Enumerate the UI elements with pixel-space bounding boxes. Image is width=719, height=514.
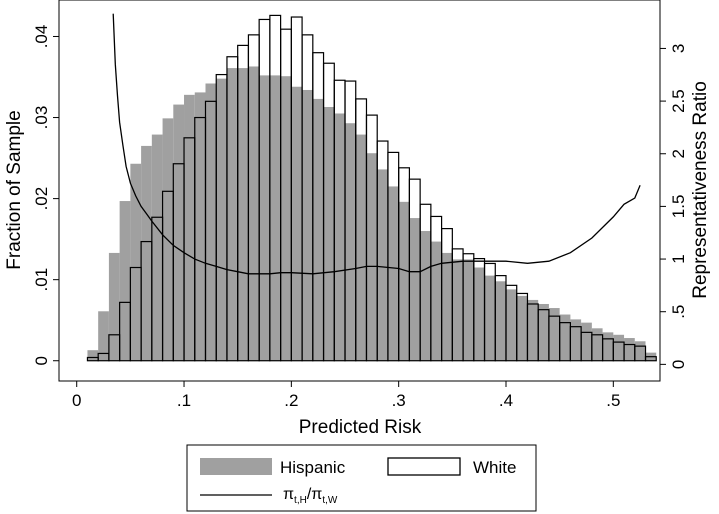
- white-bars: [86, 14, 657, 362]
- bar-hispanic: [495, 281, 506, 361]
- representativeness-ratio-line: [112, 13, 641, 275]
- bar-hispanic: [216, 78, 227, 361]
- x-axis-ticks: 0 .1 .2 .3 .4 .5: [72, 381, 620, 410]
- bar-hispanic: [87, 350, 99, 361]
- bar-white: [644, 356, 657, 362]
- bar-hispanic: [527, 299, 539, 361]
- right-tick-label: 0: [669, 360, 688, 369]
- bar-hispanic: [398, 201, 410, 361]
- bar-hispanic: [484, 275, 496, 361]
- bar-hispanic: [505, 289, 517, 361]
- bar-hispanic: [141, 145, 152, 361]
- legend-label-hispanic: Hispanic: [280, 458, 346, 477]
- bar-hispanic: [173, 104, 185, 361]
- y-tick-label: .03: [32, 106, 51, 130]
- legend-label-white: White: [473, 458, 516, 477]
- bar-hispanic: [345, 123, 356, 361]
- bar-hispanic: [430, 241, 442, 361]
- bar-hispanic: [194, 92, 206, 361]
- right-tick-label: 1: [669, 254, 688, 263]
- bar-hispanic: [387, 186, 399, 361]
- bar-hispanic: [420, 231, 431, 361]
- bar-hispanic: [613, 334, 625, 361]
- x-tick-label: .2: [284, 391, 298, 410]
- bar-hispanic: [516, 295, 528, 361]
- bar-hispanic: [108, 252, 120, 361]
- bar-hispanic: [409, 218, 421, 361]
- bar-hispanic: [624, 338, 635, 361]
- bar-hispanic: [312, 98, 324, 361]
- bar-hispanic: [366, 153, 378, 361]
- bar-hispanic: [473, 267, 485, 361]
- bar-hispanic: [226, 68, 238, 361]
- x-tick-label: .3: [392, 391, 406, 410]
- bar-hispanic: [591, 328, 603, 361]
- right-tick-label: .5: [669, 305, 688, 319]
- bar-hispanic: [248, 66, 260, 361]
- bar-hispanic: [377, 169, 388, 361]
- legend-box: [186, 444, 537, 512]
- x-tick-label: .4: [499, 391, 513, 410]
- bar-hispanic: [280, 76, 292, 361]
- bar-hispanic: [441, 252, 453, 361]
- x-axis-label: Predicted Risk: [299, 417, 422, 438]
- bar-hispanic: [151, 134, 163, 361]
- right-tick-label: 2.5: [669, 89, 688, 113]
- bar-hispanic: [334, 113, 346, 361]
- bar-hispanic: [602, 332, 614, 361]
- bar-white: [634, 345, 647, 362]
- y-tick-label: .01: [32, 268, 51, 292]
- plot-area-frame: [58, 0, 661, 382]
- bar-hispanic: [205, 83, 217, 361]
- bar-hispanic: [581, 322, 592, 361]
- bar-hispanic: [291, 86, 303, 361]
- legend-label-ratio: πt,H/πt,W: [283, 486, 338, 506]
- bar-hispanic: [237, 68, 249, 361]
- legend-swatch-hispanic: [200, 458, 272, 475]
- bar-hispanic: [548, 308, 560, 361]
- bar-hispanic: [463, 259, 474, 361]
- right-axis-label: Representativeness Ratio: [690, 81, 711, 299]
- right-axis-ticks: 0 .5 1 1.5 2 2.5 3: [660, 44, 688, 369]
- right-tick-label: 3: [669, 44, 688, 53]
- x-tick-label: 0: [72, 391, 81, 410]
- right-tick-label: 2: [669, 149, 688, 158]
- bar-hispanic: [184, 94, 195, 361]
- bar-hispanic: [119, 201, 131, 361]
- legend: Hispanic White πt,H/πt,W: [186, 444, 537, 512]
- y-axis-label: Fraction of Sample: [4, 110, 25, 269]
- bar-hispanic: [259, 75, 270, 361]
- x-tick-label: .1: [177, 391, 191, 410]
- x-tick-label: .5: [606, 391, 620, 410]
- bar-hispanic: [269, 75, 281, 361]
- bar-hispanic: [355, 134, 367, 361]
- bar-hispanic: [323, 107, 335, 361]
- y-tick-label: .04: [32, 25, 51, 49]
- bar-hispanic: [570, 319, 582, 361]
- bar-hispanic: [538, 303, 549, 361]
- y-axis-ticks: 0 .01 .02 .03 .04: [32, 25, 59, 365]
- y-tick-label: 0: [32, 356, 51, 365]
- bar-hispanic: [559, 314, 571, 361]
- right-tick-label: 1.5: [669, 195, 688, 219]
- legend-swatch-white: [387, 457, 461, 476]
- y-tick-label: .02: [32, 187, 51, 211]
- bar-hispanic: [130, 163, 142, 361]
- bar-hispanic: [634, 341, 646, 361]
- bar-hispanic: [302, 89, 313, 361]
- bar-hispanic: [452, 259, 464, 361]
- bar-hispanic: [98, 311, 109, 361]
